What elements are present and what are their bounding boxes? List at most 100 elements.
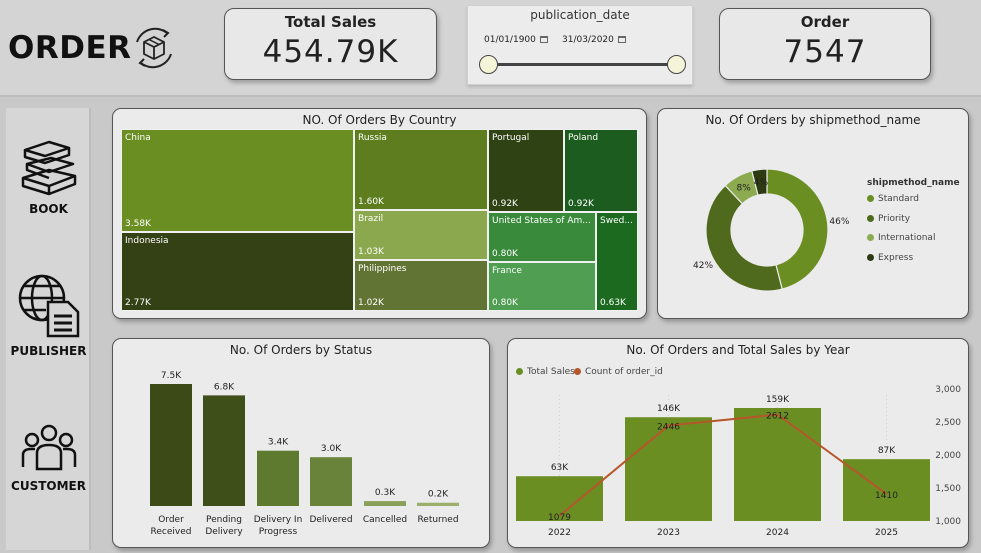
legend-title: shipmethod_name <box>867 178 960 188</box>
slider-end-handle[interactable] <box>667 55 686 74</box>
tile-value: 3.58K <box>125 219 151 229</box>
page-title: ORDER <box>8 30 132 66</box>
legend-item[interactable]: Priority <box>867 214 910 224</box>
sales-bar[interactable] <box>843 459 930 521</box>
treemap-tile[interactable]: Philippines 1.02K <box>354 260 488 311</box>
donut-slice[interactable] <box>766 168 829 290</box>
sidebar-item-book[interactable]: BOOK <box>6 138 91 216</box>
year-label: 2022 <box>548 528 571 538</box>
books-icon <box>21 140 76 196</box>
donut-slice-label: 4% <box>754 178 769 188</box>
category-label: Cancelled <box>363 515 407 525</box>
calendar-icon[interactable] <box>617 36 626 43</box>
order-count-line[interactable] <box>558 413 888 517</box>
y2-tick-label: 1,500 <box>935 484 961 494</box>
slicer-start-date[interactable]: 01/01/1900 <box>484 35 548 45</box>
slider-start-handle[interactable] <box>479 55 498 74</box>
treemap-tile[interactable]: Brazil 1.03K <box>354 210 488 260</box>
group-icon <box>21 424 76 471</box>
tile-label: Portugal <box>492 133 530 143</box>
status-bar[interactable] <box>203 395 245 506</box>
slicer-title: publication_date <box>530 8 630 22</box>
slicer-end-date[interactable]: 31/03/2020 <box>562 35 626 45</box>
y2-tick-label: 2,500 <box>935 418 961 428</box>
status-bar[interactable] <box>257 450 299 506</box>
tile-label: United States of Am... <box>492 216 591 226</box>
year-label: 2024 <box>766 528 789 538</box>
donut-slice[interactable] <box>751 168 768 196</box>
category-label: Order <box>158 515 184 525</box>
tile-label: Indonesia <box>125 236 169 246</box>
sidebar-item-customer[interactable]: CUSTOMER <box>6 423 91 493</box>
legend-item[interactable]: Standard <box>867 194 919 204</box>
legend-label: Count of order_id <box>585 367 663 377</box>
line-value-label: 2612 <box>766 412 789 422</box>
status-bar[interactable] <box>150 384 192 506</box>
treemap-tile[interactable]: Portugal 0.92K <box>488 129 564 212</box>
orders-sales-by-year-panel: No. Of Orders and Total Sales by Year To… <box>507 338 969 548</box>
sales-bar[interactable] <box>625 417 712 521</box>
treemap-tile[interactable]: Russia 1.60K <box>354 129 488 210</box>
legend-label: Express <box>878 252 914 263</box>
treemap-tile[interactable]: Indonesia 2.77K <box>121 232 354 311</box>
status-bar[interactable] <box>417 502 459 506</box>
line-value-label: 1079 <box>548 513 571 523</box>
bar-value-label: 63K <box>551 463 569 473</box>
category-label: Returned <box>417 515 458 525</box>
donut-slice[interactable] <box>705 184 783 292</box>
donut-chart: 46% 42% 8%4% <box>693 168 850 292</box>
category-label: Delivered <box>309 515 352 525</box>
sales-bar[interactable] <box>734 408 821 521</box>
legend-dot <box>867 234 874 241</box>
treemap-tile[interactable]: China 3.58K <box>121 129 354 232</box>
category-label: Received <box>151 527 192 537</box>
donut-slice-label: 46% <box>829 217 849 227</box>
order-card: Order 7547 <box>719 8 931 80</box>
y2-tick-label: 1,000 <box>935 517 961 527</box>
bar-value-label: 0.3K <box>375 488 396 498</box>
total-sales-value: 454.79K <box>262 34 399 70</box>
line-value-label: 2446 <box>657 423 680 433</box>
bar-value-label: 87K <box>878 446 896 456</box>
start-date-text: 01/01/1900 <box>484 35 536 45</box>
category-label: Progress <box>259 527 298 537</box>
sidebar-item-publisher[interactable]: PUBLISHER <box>6 270 91 358</box>
order-value: 7547 <box>783 34 867 70</box>
y2-tick-label: 3,000 <box>935 385 961 395</box>
tile-value: 0.80K <box>492 249 518 259</box>
bar-value-label: 3.4K <box>268 438 289 448</box>
slider-track[interactable] <box>488 63 678 66</box>
bar-value-label: 6.8K <box>214 382 235 392</box>
treemap-tile[interactable]: United States of Am... 0.80K <box>488 212 596 262</box>
year-label: 2023 <box>657 528 680 538</box>
tile-value: 1.03K <box>358 247 384 257</box>
tile-label: Philippines <box>358 264 407 274</box>
tile-value: 1.02K <box>358 298 384 308</box>
donut-slice-label: 42% <box>693 261 713 271</box>
chart-title: NO. Of Orders By Country <box>302 113 457 127</box>
treemap-tile[interactable]: Swed... 0.63K <box>596 212 638 311</box>
legend-label: Standard <box>878 194 919 204</box>
globe-document-icon <box>18 274 79 338</box>
tile-value: 0.63K <box>600 298 626 308</box>
tile-label: Swed... <box>600 216 633 226</box>
sales-bar[interactable] <box>516 476 603 521</box>
legend-label: International <box>878 233 936 243</box>
sidebar-item-label: CUSTOMER <box>11 479 86 493</box>
legend-dot <box>867 253 874 261</box>
bar-value-label: 3.0K <box>321 444 342 454</box>
status-bar[interactable] <box>310 457 352 506</box>
legend-item[interactable]: International <box>867 233 935 243</box>
chart-title: No. Of Orders and Total Sales by Year <box>626 343 850 357</box>
calendar-icon[interactable] <box>539 36 548 43</box>
treemap-tile[interactable]: France 0.80K <box>488 262 596 311</box>
status-bar[interactable] <box>364 501 406 506</box>
legend-total-sales: Total Sales <box>516 367 575 377</box>
tile-label: Poland <box>568 133 599 143</box>
publication-date-slicer[interactable]: publication_date 01/01/1900 31/03/2020 <box>467 5 693 85</box>
legend-item[interactable]: Express <box>867 253 913 263</box>
treemap-tile[interactable]: Poland 0.92K <box>564 129 638 212</box>
bar-value-label: 159K <box>766 395 790 405</box>
sidebar-item-label: PUBLISHER <box>10 344 87 358</box>
end-date-text: 31/03/2020 <box>562 35 614 45</box>
